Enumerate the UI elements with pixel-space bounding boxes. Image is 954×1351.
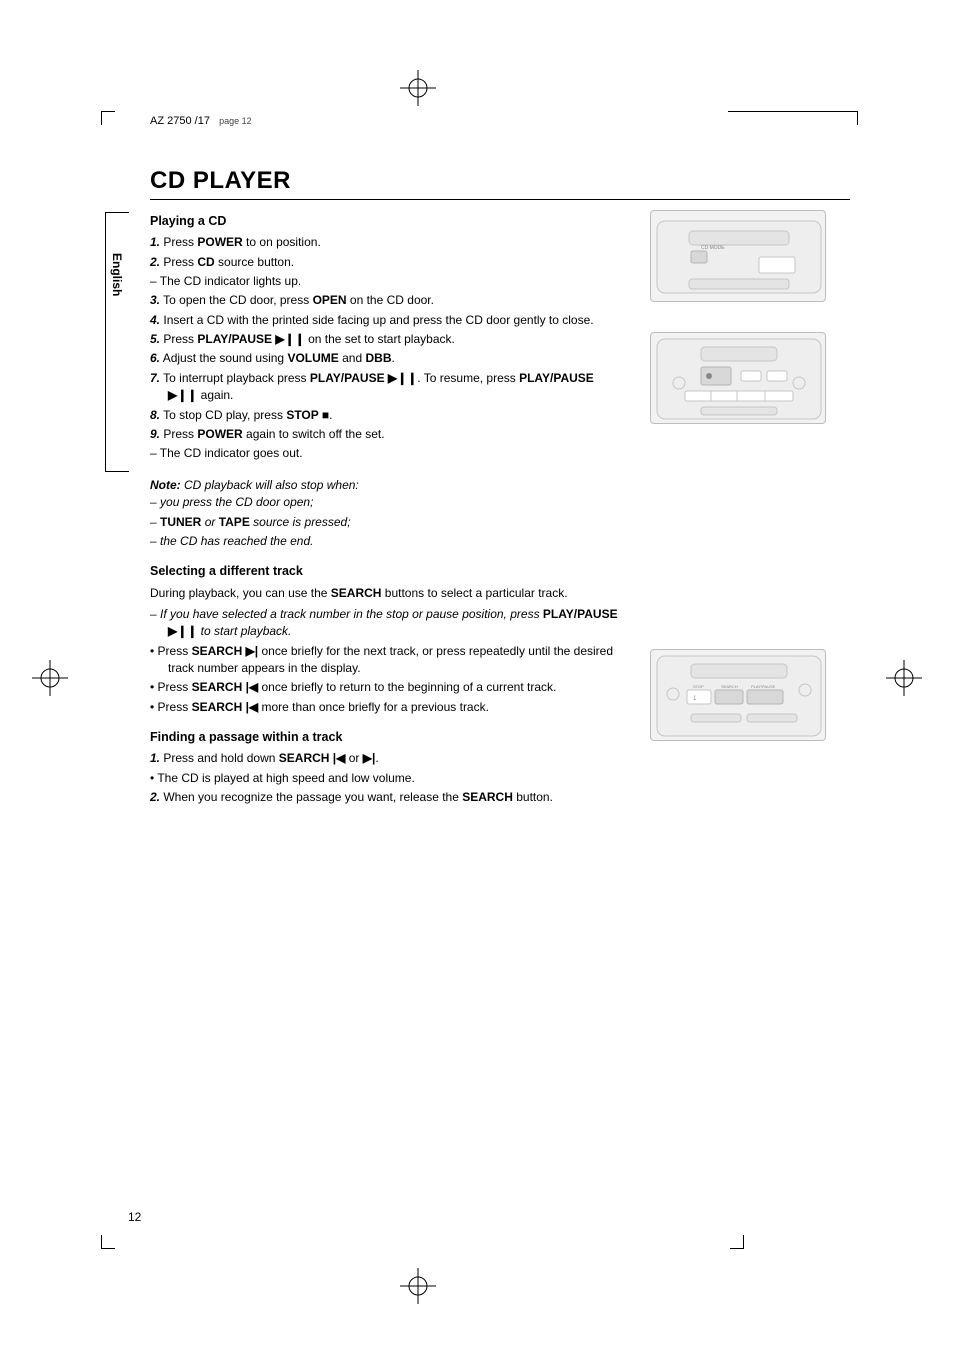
play-pause-icon: ▶❙❙: [168, 624, 197, 638]
bullet-item: The CD is played at high speed and low v…: [150, 770, 620, 787]
result-line: The CD indicator goes out.: [150, 445, 620, 462]
step: 4. Insert a CD with the printed side fac…: [150, 312, 620, 329]
step: 3. To open the CD door, press OPEN on th…: [150, 292, 620, 309]
running-header: AZ 2750 /17 page 12: [150, 115, 850, 127]
svg-text:SEARCH: SEARCH: [721, 684, 738, 689]
next-icon: ▶|: [246, 644, 259, 658]
note-item: TUNER or TAPE source is pressed;: [150, 514, 620, 531]
step: 1. Press and hold down SEARCH |◀ or ▶|.: [150, 750, 620, 767]
step: 2. Press CD source button.: [150, 254, 620, 271]
bullet-item: Press SEARCH |◀ once briefly to return t…: [150, 679, 620, 696]
registration-mark-icon: [400, 1268, 436, 1304]
note-item: you press the CD door open;: [150, 494, 620, 511]
svg-text:PLAY/PAUSE: PLAY/PAUSE: [751, 684, 776, 689]
page-content: AZ 2750 /17 page 12 CD PLAYER Playing a …: [150, 115, 850, 809]
step: 6. Adjust the sound using VOLUME and DBB…: [150, 350, 620, 367]
page-number: 12: [128, 1210, 141, 1224]
play-pause-icon: ▶❙❙: [168, 388, 197, 402]
crop-mark: [101, 111, 115, 125]
crop-mark: [730, 1235, 744, 1249]
body-text-column: Playing a CD 1. Press POWER to on positi…: [150, 210, 620, 809]
note-item: If you have selected a track number in t…: [150, 606, 620, 641]
language-tab-label: English: [110, 253, 124, 296]
paragraph: During playback, you can use the SEARCH …: [150, 585, 620, 602]
product-illustration: 1 STOP SEARCH PLAY/PAUSE: [650, 649, 826, 741]
step: 2. When you recognize the passage you wa…: [150, 789, 620, 806]
prev-icon: |◀: [246, 680, 259, 694]
subheading-finding: Finding a passage within a track: [150, 728, 620, 746]
play-pause-icon: ▶❙❙: [388, 371, 417, 385]
next-icon: ▶|: [363, 751, 376, 765]
registration-mark-icon: [400, 70, 436, 106]
note-item: the CD has reached the end.: [150, 533, 620, 550]
play-pause-icon: ▶❙❙: [275, 332, 304, 346]
step: 8. To stop CD play, press STOP ■.: [150, 407, 620, 424]
language-tab: English: [105, 212, 129, 472]
result-line: The CD indicator lights up.: [150, 273, 620, 290]
note-block: Note: CD playback will also stop when:: [150, 477, 620, 494]
step: 5. Press PLAY/PAUSE ▶❙❙ on the set to st…: [150, 331, 620, 348]
section-title: CD PLAYER: [150, 167, 850, 200]
prev-icon: |◀: [333, 751, 346, 765]
step: 9. Press POWER again to switch off the s…: [150, 426, 620, 443]
step: 1. Press POWER to on position.: [150, 234, 620, 251]
product-illustration: [650, 332, 826, 424]
bullet-item: Press SEARCH ▶| once briefly for the nex…: [150, 643, 620, 678]
registration-mark-icon: [886, 660, 922, 696]
prev-icon: |◀: [246, 700, 259, 714]
product-illustration: CD MODE: [650, 210, 826, 302]
crop-mark: [101, 1235, 115, 1249]
model-number: AZ 2750 /17: [150, 115, 210, 127]
subheading-selecting: Selecting a different track: [150, 562, 620, 580]
step: 7. To interrupt playback press PLAY/PAUS…: [150, 370, 620, 405]
figure-column: CD MODE: [650, 210, 830, 809]
svg-text:CD MODE: CD MODE: [701, 245, 725, 251]
subheading-playing: Playing a CD: [150, 212, 620, 230]
registration-mark-icon: [32, 660, 68, 696]
page-label: page 12: [219, 116, 252, 126]
svg-text:STOP: STOP: [693, 684, 704, 689]
bullet-item: Press SEARCH |◀ more than once briefly f…: [150, 699, 620, 716]
